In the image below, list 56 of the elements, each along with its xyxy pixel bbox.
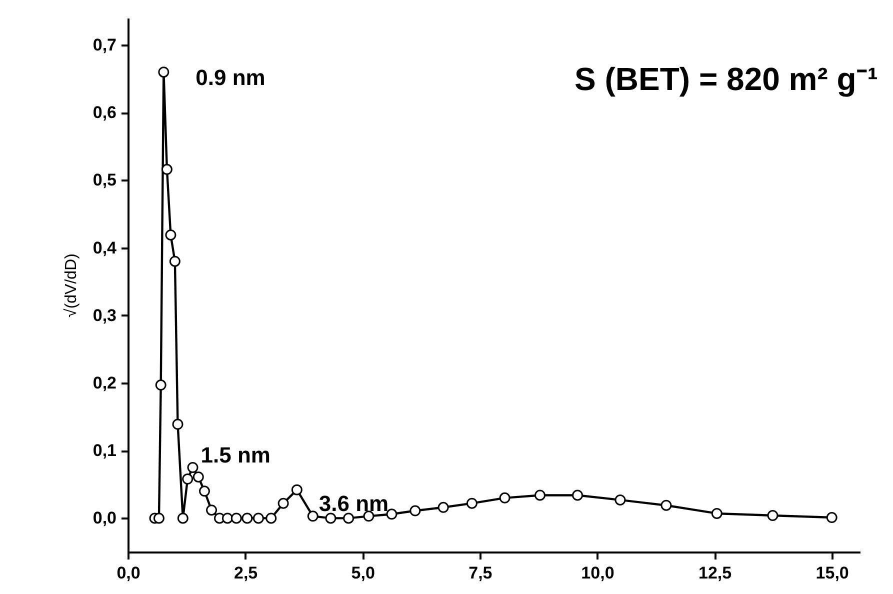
y-tick-label: 0,6: [92, 103, 116, 122]
point: [711, 508, 722, 519]
point: [242, 512, 253, 524]
point: [222, 512, 233, 524]
point: [155, 380, 166, 391]
point: [266, 512, 277, 524]
point: [172, 418, 184, 430]
point: [534, 490, 546, 501]
point: [192, 471, 204, 482]
point: [410, 505, 421, 516]
point: [325, 512, 336, 524]
x-tick-label: 0,0: [116, 564, 140, 582]
x-tick-label: 12,5: [698, 564, 732, 582]
point: [438, 502, 449, 513]
point: [660, 500, 672, 511]
annotation: 0.9 nm: [196, 65, 266, 90]
point: [466, 498, 478, 509]
point: [206, 504, 218, 516]
point: [291, 484, 302, 496]
point: [161, 164, 172, 175]
point: [153, 512, 164, 524]
y-tick-label: 0,2: [92, 374, 116, 393]
point: [386, 508, 398, 520]
annotation: S (BET) = 820 m² g⁻¹: [574, 61, 878, 97]
y-tick-label: 0,5: [92, 170, 116, 190]
point: [182, 474, 194, 484]
y-tick-label: 0,0: [92, 508, 116, 528]
x-tick-label: 7,5: [468, 564, 492, 582]
x-tick-label: 2,5: [234, 564, 258, 582]
x-tick-label: 10,0: [581, 564, 614, 582]
point: [572, 490, 584, 501]
annotation: 3.6 nm: [318, 490, 389, 516]
point: [363, 510, 374, 522]
point: [198, 486, 210, 497]
y-axis-title: √(dV/dD): [62, 254, 80, 318]
point: [307, 510, 318, 522]
point: [187, 462, 198, 473]
x-tick-label: 15,0: [816, 564, 849, 582]
point: [499, 492, 510, 504]
point: [767, 510, 778, 521]
point: [252, 512, 264, 524]
point: [614, 494, 626, 506]
x-tick-label: 5,0: [351, 564, 375, 582]
point: [826, 512, 838, 524]
point: [278, 498, 289, 509]
point: [230, 512, 242, 524]
y-tick-label: 0,7: [92, 36, 116, 55]
y-tick-label: 0,3: [92, 306, 116, 325]
y-tick-label: 0,1: [92, 441, 116, 460]
point: [177, 512, 188, 524]
point: [165, 229, 176, 240]
point: [158, 66, 170, 78]
annotation: 1.5 nm: [200, 442, 270, 468]
y-tick-label: 0,4: [92, 238, 118, 258]
point: [169, 256, 180, 267]
point: [343, 512, 354, 524]
